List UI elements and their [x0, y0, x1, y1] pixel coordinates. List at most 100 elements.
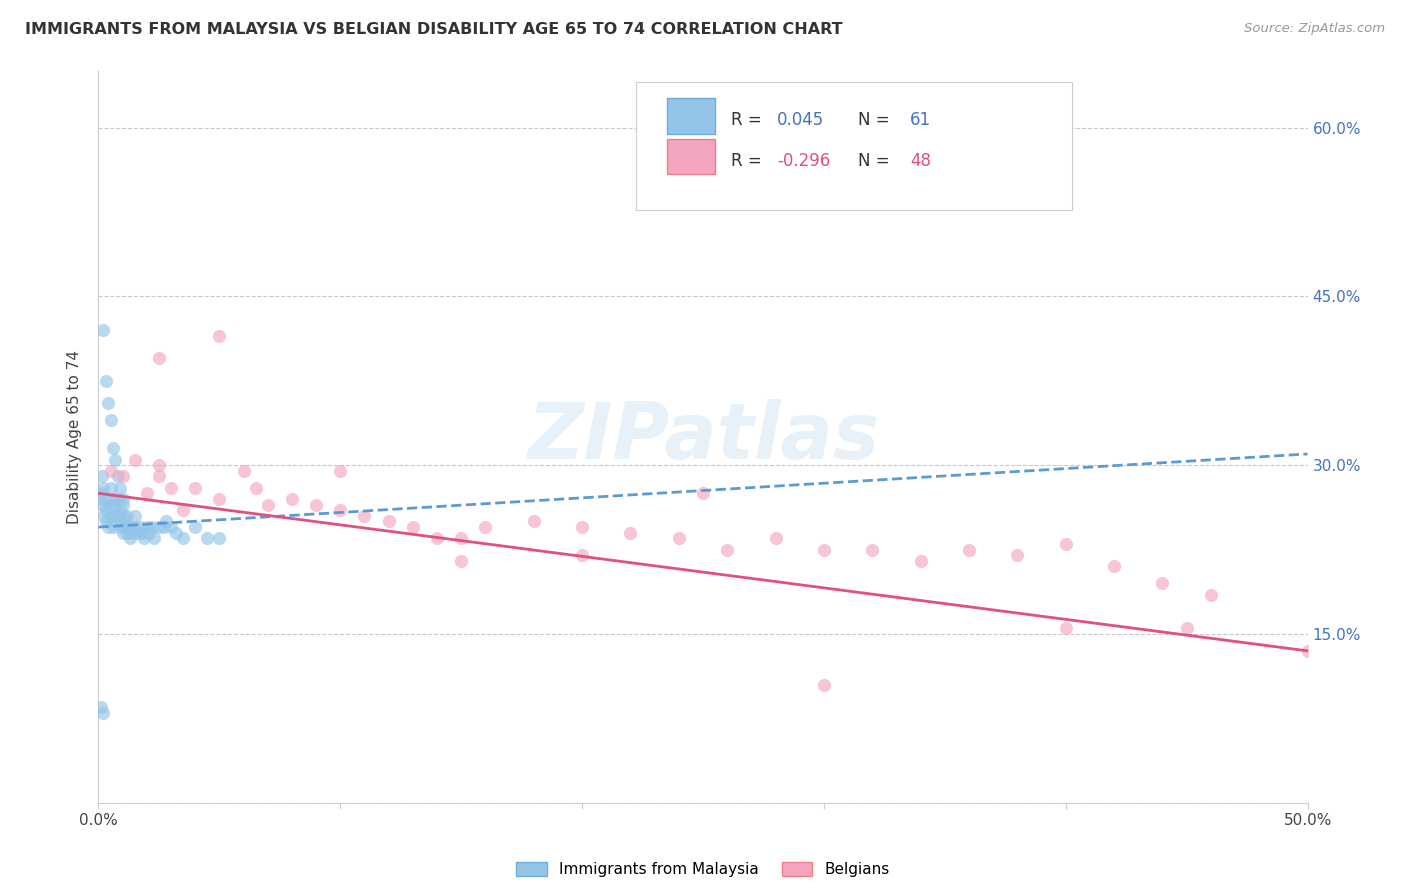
FancyBboxPatch shape — [637, 82, 1071, 211]
Text: N =: N = — [858, 152, 894, 169]
Point — [100, 413, 122, 427]
Point — [184, 520, 207, 534]
Point — [107, 508, 129, 523]
Point — [128, 520, 150, 534]
Point — [148, 351, 170, 366]
Point — [100, 464, 122, 478]
Point — [114, 515, 136, 529]
Point — [91, 498, 114, 512]
Point — [108, 481, 131, 495]
Point — [104, 498, 127, 512]
Point — [165, 525, 187, 540]
Point — [245, 481, 267, 495]
Point — [571, 520, 593, 534]
Point — [91, 323, 114, 337]
Point — [135, 486, 157, 500]
Point — [1152, 576, 1174, 591]
Point — [107, 491, 129, 506]
Point — [232, 464, 254, 478]
Point — [100, 481, 122, 495]
Point — [765, 532, 787, 546]
Legend: Immigrants from Malaysia, Belgians: Immigrants from Malaysia, Belgians — [510, 855, 896, 883]
Point — [474, 520, 496, 534]
Text: N =: N = — [858, 112, 894, 129]
Point — [281, 491, 304, 506]
Point — [172, 532, 194, 546]
Point — [101, 491, 124, 506]
Point — [117, 508, 139, 523]
Point — [256, 498, 278, 512]
Point — [94, 515, 117, 529]
Point — [148, 458, 170, 473]
Point — [1102, 559, 1125, 574]
Point — [195, 532, 218, 546]
Text: R =: R = — [731, 152, 766, 169]
Point — [91, 481, 114, 495]
Point — [104, 452, 127, 467]
Point — [860, 542, 883, 557]
Point — [148, 469, 170, 483]
Point — [101, 520, 124, 534]
Point — [1007, 548, 1029, 562]
Point — [619, 525, 641, 540]
Point — [93, 508, 115, 523]
Point — [90, 700, 112, 714]
Text: 0.045: 0.045 — [776, 112, 824, 129]
Point — [111, 525, 134, 540]
Point — [107, 469, 129, 483]
Point — [1175, 621, 1198, 635]
Point — [127, 525, 149, 540]
Point — [138, 525, 160, 540]
Point — [101, 442, 124, 456]
Point — [89, 491, 111, 506]
Point — [117, 525, 139, 540]
Point — [813, 542, 835, 557]
Point — [97, 520, 120, 534]
Point — [172, 503, 194, 517]
Point — [100, 498, 122, 512]
Point — [155, 515, 177, 529]
Point — [135, 520, 157, 534]
Point — [134, 532, 156, 546]
Point — [111, 491, 134, 506]
Point — [108, 503, 131, 517]
Point — [377, 515, 399, 529]
Point — [934, 103, 956, 118]
Point — [571, 548, 593, 562]
Point — [111, 508, 134, 523]
Point — [1054, 537, 1077, 551]
Point — [124, 452, 146, 467]
Point — [426, 532, 449, 546]
Point — [91, 469, 114, 483]
Point — [957, 542, 980, 557]
Point — [1199, 588, 1222, 602]
Y-axis label: Disability Age 65 to 74: Disability Age 65 to 74 — [67, 350, 83, 524]
Point — [329, 503, 352, 517]
Point — [716, 542, 738, 557]
Point — [208, 328, 231, 343]
Point — [94, 374, 117, 388]
Point — [450, 532, 472, 546]
Text: 48: 48 — [910, 152, 931, 169]
Point — [523, 515, 546, 529]
Point — [108, 520, 131, 534]
Point — [131, 525, 153, 540]
FancyBboxPatch shape — [666, 138, 716, 174]
Point — [1054, 621, 1077, 635]
Point — [329, 464, 352, 478]
Point — [94, 503, 117, 517]
Point — [152, 520, 174, 534]
Point — [143, 532, 166, 546]
Point — [91, 706, 114, 720]
Point — [668, 532, 690, 546]
Point — [450, 554, 472, 568]
Point — [208, 491, 231, 506]
Point — [124, 508, 146, 523]
Point — [100, 508, 122, 523]
Point — [692, 486, 714, 500]
Point — [148, 520, 170, 534]
Point — [305, 498, 328, 512]
Point — [111, 498, 134, 512]
Text: R =: R = — [731, 112, 766, 129]
Point — [124, 520, 146, 534]
